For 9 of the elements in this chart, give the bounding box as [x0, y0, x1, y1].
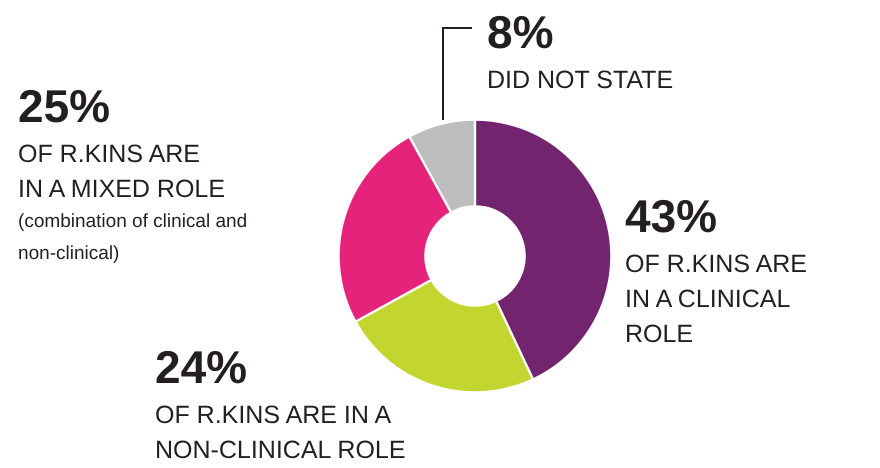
data-label: 24%: [155, 341, 248, 393]
data-label: 25%: [18, 80, 110, 132]
data-label: 8%: [487, 6, 554, 58]
text: (combination of clinical and non-clinical): [18, 211, 248, 264]
slice-label: OF R.KINS ARE IN A MIXED ROLE: [18, 140, 226, 203]
slice-label: DID NOT STATE: [487, 66, 674, 94]
slice-label: OF R.KINS ARE IN A NON-CLINICAL ROLE: [155, 401, 406, 464]
data-label: 43%: [625, 190, 718, 242]
slice-label: OF R.KINS ARE IN A CLINICAL ROLE: [625, 250, 807, 348]
